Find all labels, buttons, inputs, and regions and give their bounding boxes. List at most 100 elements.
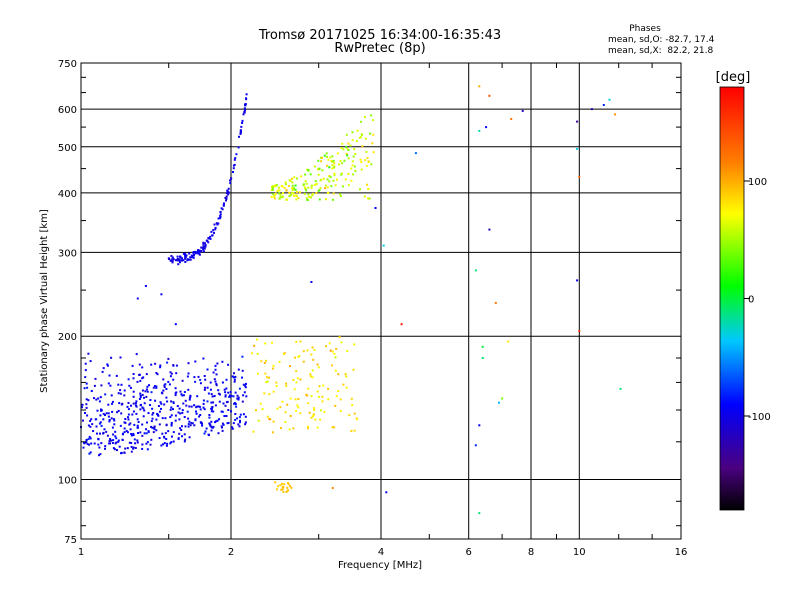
data-point — [236, 417, 239, 420]
data-point — [333, 166, 335, 169]
data-point — [237, 368, 240, 371]
data-point — [189, 258, 192, 261]
data-point — [241, 355, 244, 358]
data-point — [372, 151, 375, 154]
data-point — [244, 415, 247, 418]
data-point — [326, 155, 328, 158]
data-point — [111, 426, 114, 429]
data-point — [102, 367, 105, 370]
data-point — [238, 135, 240, 138]
data-point — [141, 443, 144, 446]
x-tick-label: 10 — [573, 547, 586, 558]
data-point — [219, 217, 222, 220]
data-point — [336, 178, 338, 181]
data-point — [139, 394, 142, 397]
data-point — [305, 182, 308, 185]
data-point — [91, 423, 94, 426]
data-point — [204, 244, 207, 247]
data-point — [140, 403, 142, 406]
data-point — [127, 416, 129, 419]
data-point — [187, 388, 190, 391]
data-point — [178, 418, 181, 421]
data-point — [202, 402, 205, 405]
data-point — [203, 432, 206, 435]
data-point — [325, 152, 328, 155]
data-point — [147, 431, 150, 434]
data-point — [116, 411, 119, 414]
data-point — [170, 421, 173, 424]
data-point — [187, 372, 190, 375]
data-point — [272, 188, 274, 191]
data-point — [351, 404, 354, 407]
data-point — [104, 393, 107, 396]
data-point — [359, 136, 362, 139]
data-point — [170, 441, 173, 444]
data-point — [337, 373, 340, 376]
data-point — [275, 381, 278, 384]
data-point — [175, 372, 178, 375]
data-point — [107, 382, 110, 385]
data-point — [120, 403, 123, 406]
data-point — [202, 357, 205, 360]
data-point — [242, 383, 245, 386]
data-point — [233, 158, 236, 161]
data-point — [299, 340, 302, 343]
data-point — [234, 157, 237, 160]
data-point — [170, 414, 173, 417]
data-point — [109, 438, 112, 440]
data-point — [90, 418, 93, 421]
data-point — [198, 415, 201, 418]
data-point — [224, 404, 227, 407]
data-point — [310, 416, 313, 419]
data-point — [261, 408, 264, 411]
data-point — [312, 415, 314, 418]
stats-heading: Phases — [629, 24, 661, 34]
data-point — [371, 142, 374, 145]
data-point — [183, 391, 186, 393]
data-point — [343, 159, 346, 162]
data-point — [124, 418, 127, 420]
data-point — [107, 415, 110, 418]
data-point — [244, 423, 247, 426]
data-point — [186, 258, 189, 261]
data-point — [198, 251, 201, 253]
data-point — [282, 490, 285, 493]
data-point — [306, 427, 309, 430]
data-point — [276, 488, 279, 491]
data-point — [94, 377, 97, 380]
data-point — [364, 159, 367, 162]
data-point — [177, 263, 180, 266]
colorbar: [deg] 100 0 -100 — [716, 70, 771, 511]
data-point — [188, 436, 191, 439]
data-point — [353, 429, 356, 432]
data-point — [293, 176, 296, 179]
data-point — [263, 392, 266, 395]
data-point — [146, 441, 149, 444]
data-point — [106, 434, 109, 437]
data-point — [120, 412, 123, 415]
data-point — [221, 422, 224, 425]
data-point — [273, 194, 276, 197]
data-point — [84, 412, 86, 414]
data-point — [329, 176, 332, 179]
data-point — [323, 411, 326, 413]
data-point — [139, 408, 142, 411]
data-point — [220, 425, 223, 428]
data-point — [169, 442, 172, 445]
data-point — [291, 188, 294, 191]
data-point — [89, 425, 92, 428]
data-point — [241, 119, 244, 122]
data-point — [98, 422, 101, 425]
data-point — [193, 253, 195, 256]
data-point — [290, 193, 293, 196]
data-point — [128, 384, 131, 387]
data-point — [478, 512, 481, 515]
data-point — [237, 146, 240, 149]
data-point — [224, 196, 227, 199]
data-point — [210, 420, 213, 423]
data-point — [329, 156, 332, 159]
data-point — [272, 186, 274, 189]
data-point — [317, 189, 320, 192]
data-point — [339, 193, 342, 196]
